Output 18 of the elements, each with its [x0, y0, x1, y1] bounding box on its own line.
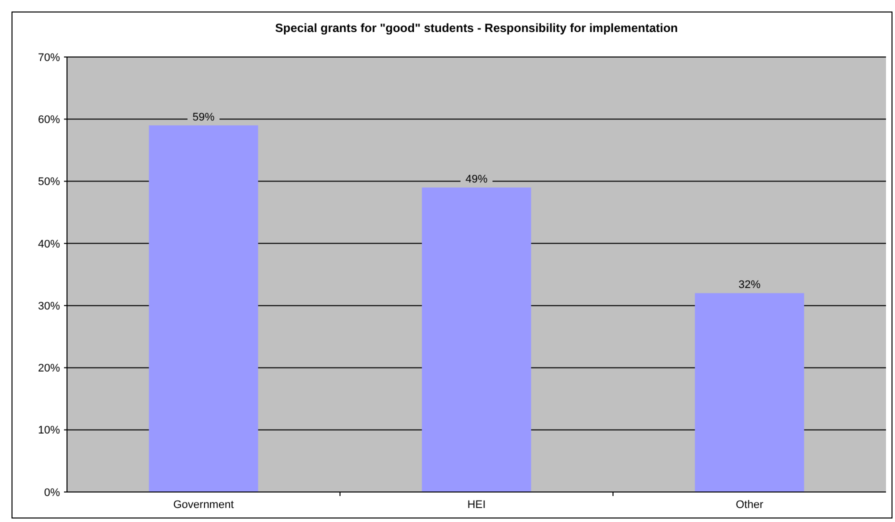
data-label: 49%	[465, 174, 488, 186]
y-tick-label: 10%	[38, 424, 60, 437]
y-tick-label: 60%	[38, 114, 60, 126]
y-tick-label: 0%	[44, 486, 60, 499]
chart-title: Special grants for "good" students - Responsibility for implementation	[275, 21, 678, 35]
data-label: 59%	[192, 111, 215, 124]
x-tick-label: Other	[736, 499, 764, 511]
y-tick-label: 40%	[38, 238, 60, 250]
x-tick-label: Government	[173, 499, 234, 511]
y-tick-label: 70%	[38, 52, 60, 64]
y-tick-label: 20%	[38, 362, 60, 375]
bar	[694, 293, 804, 492]
bar	[148, 125, 258, 492]
data-label: 32%	[738, 279, 761, 292]
bar	[422, 188, 532, 492]
y-tick-label: 50%	[38, 176, 60, 188]
x-tick-label: HEI	[467, 499, 486, 511]
y-tick-label: 30%	[38, 300, 60, 312]
